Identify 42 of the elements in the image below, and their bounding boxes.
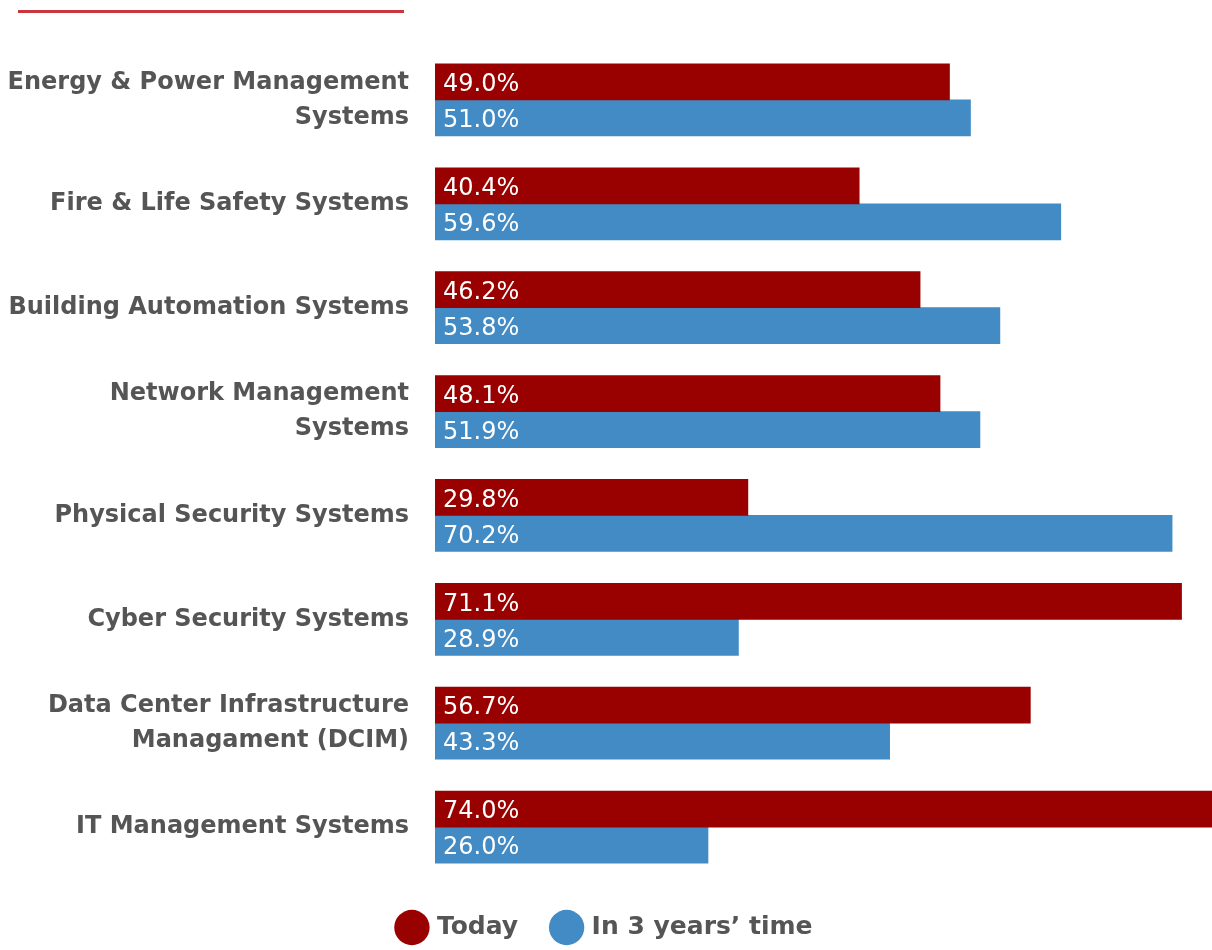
legend-label: Today [436,911,519,940]
data-label: 28.9% [443,624,520,653]
bar [435,618,739,656]
data-label: 46.2% [443,276,520,305]
data-label: 59.6% [443,209,520,238]
bar [435,722,890,760]
data-label: 26.0% [443,832,520,861]
data-label: 43.3% [443,728,520,757]
legend-label: In 3 years’ time [591,911,813,940]
bar [435,582,1182,620]
bar [435,686,1031,724]
data-label: 48.1% [443,380,520,409]
y-tick-label: Building Automation Systems [8,291,409,320]
data-label: 51.0% [443,105,520,134]
bar [435,63,950,101]
bar [435,790,1212,828]
data-label: 51.9% [443,416,520,445]
bar [435,411,981,448]
bar [435,167,860,205]
y-tick-label: Physical Security Systems [54,499,409,528]
bar [435,99,971,137]
data-label: 70.2% [443,520,520,549]
y-tick-label: Energy & Power Management Systems [7,66,409,130]
bar [435,203,1062,241]
data-label: 74.0% [443,796,520,825]
bar [435,307,1001,345]
y-tick-label: Data Center Infrastructure Managament (DCIM) [47,690,409,753]
y-tick-label: Fire & Life Safety Systems [50,188,409,217]
bar [435,271,921,309]
data-label: 49.0% [443,69,520,98]
data-label: 53.8% [443,312,520,341]
bar [435,375,941,412]
bar [435,479,749,516]
y-tick-label: Network Management Systems [109,378,409,442]
bar [435,515,1173,552]
data-label: 71.1% [443,588,520,617]
data-label: 56.7% [443,692,520,721]
y-tick-label: IT Management Systems [76,811,409,840]
data-label: 40.4% [443,173,520,202]
y-tick-label: Cyber Security Systems [87,603,409,632]
bar [435,826,709,864]
data-label: 29.8% [443,484,520,513]
